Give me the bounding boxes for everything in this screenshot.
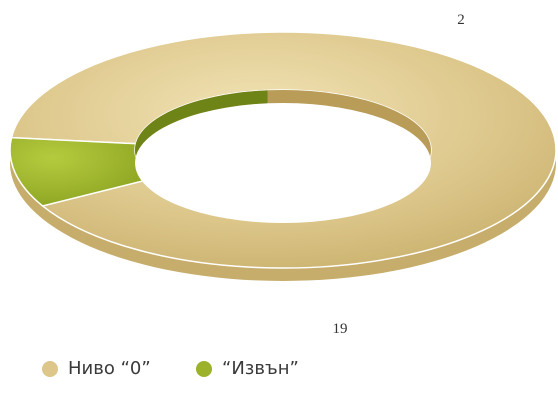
legend-marker-izvan [196, 360, 212, 377]
data-label-nivo-0: 19 [332, 321, 348, 337]
doughnut-hole [135, 103, 431, 223]
legend-label-izvan: “Извън” [222, 358, 299, 379]
legend-marker-nivo-0 [42, 360, 58, 377]
legend-item-izvan: “Извън” [196, 358, 299, 379]
legend-label-nivo-0: Ниво “0” [68, 358, 151, 379]
hole-inner-wall-green [135, 90, 268, 192]
legend-item-nivo-0: Ниво “0” [42, 358, 151, 379]
data-label-izvan: 2 [457, 12, 465, 28]
legend: Ниво “0” “Извън” [0, 358, 558, 386]
doughnut-chart [9, 31, 557, 281]
